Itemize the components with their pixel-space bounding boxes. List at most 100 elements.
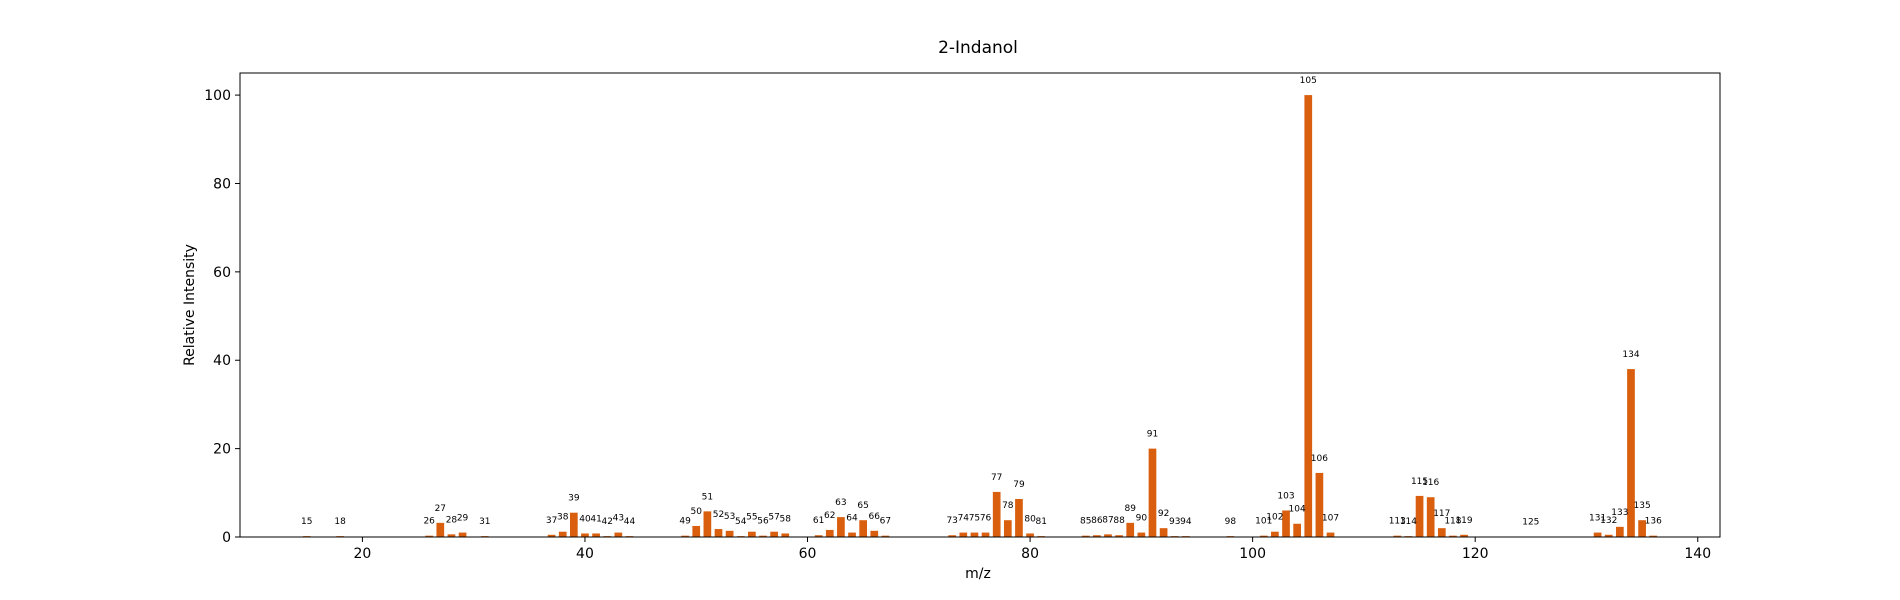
bar-mz-58 [781,533,790,537]
bar-mz-103 [1282,510,1290,537]
y-tick-label: 60 [213,265,231,281]
bar-label-mz-134: 134 [1622,350,1639,360]
x-tick-label: 60 [799,546,817,562]
bar-label-mz-102: 102 [1266,513,1283,523]
bar-label-mz-50: 50 [691,507,703,517]
bar-label-mz-103: 103 [1277,491,1294,501]
bar-mz-132 [1604,534,1613,537]
bar-label-mz-132: 132 [1600,516,1617,526]
bar-label-mz-15: 15 [301,517,312,527]
bar-label-mz-37: 37 [546,516,557,526]
x-tick-label: 120 [1462,546,1489,562]
bar-label-mz-43: 43 [613,514,624,524]
plot-frame [239,72,1721,538]
bar-mz-92 [1159,528,1168,537]
bar-label-mz-53: 53 [724,512,735,522]
bar-mz-53 [725,530,734,537]
bar-label-mz-90: 90 [1136,514,1148,524]
bar-mz-62 [825,529,834,537]
bar-mz-89 [1126,522,1135,537]
bar-label-mz-79: 79 [1013,480,1025,490]
bar-label-mz-116: 116 [1422,478,1439,488]
bar-mz-80 [1026,533,1034,537]
bar-mz-78 [1003,520,1012,537]
bar-mz-73 [948,535,957,537]
bar-label-mz-75: 75 [969,514,980,524]
bar-mz-29 [458,532,467,537]
bar-label-mz-63: 63 [835,498,846,508]
bar-label-mz-115: 115 [1411,477,1428,487]
bar-mz-65 [859,520,868,537]
bar-mz-115 [1415,495,1424,537]
bar-label-mz-91: 91 [1147,430,1158,440]
bar-mz-50 [692,525,701,537]
bar-label-mz-67: 67 [880,517,891,527]
bar-mz-75 [970,532,979,537]
bar-mz-136 [1649,535,1658,537]
bar-label-mz-54: 54 [735,517,747,527]
bar-mz-107 [1326,532,1335,537]
bar-mz-101 [1259,535,1268,537]
bar-mz-38 [558,531,567,537]
bar-mz-105 [1304,95,1313,537]
bar-mz-63 [837,517,845,537]
y-axis-title: Relative Intensity [182,244,198,366]
bar-label-mz-136: 136 [1645,517,1662,527]
bar-mz-90 [1137,532,1146,537]
bar-mz-39 [569,512,578,537]
bar-label-mz-117: 117 [1433,509,1450,519]
bar-label-mz-114: 114 [1400,517,1417,527]
bar-mz-64 [848,532,856,537]
bar-label-mz-85: 85 [1080,517,1091,527]
bar-label-mz-66: 66 [869,512,881,522]
y-tick-label: 40 [213,353,231,369]
bar-mz-91 [1148,448,1157,537]
bar-mz-88 [1115,535,1123,537]
bar-label-mz-88: 88 [1113,516,1125,526]
x-axis: 20 40 60 80 100 120 140 [353,537,1711,562]
bar-mz-106 [1315,472,1324,537]
bar-label-mz-87: 87 [1102,515,1113,525]
bar-label-mz-55: 55 [746,513,757,523]
bar-label-mz-105: 105 [1300,76,1317,86]
bar-label-mz-57: 57 [768,513,779,523]
bar-label-mz-31: 31 [479,517,490,527]
y-tick-label: 100 [204,88,231,104]
y-tick-label: 80 [213,176,231,192]
bar-mz-134 [1627,369,1635,537]
bar-label-mz-135: 135 [1634,501,1651,511]
y-tick-label: 0 [222,530,231,546]
bar-label-mz-40: 40 [579,514,591,524]
bar-label-mz-74: 74 [958,514,970,524]
bar-label-mz-76: 76 [980,514,992,524]
x-tick-label: 100 [1239,546,1266,562]
bar-mz-76 [981,532,990,537]
bar-mz-74 [959,532,968,537]
bar-mz-117 [1437,528,1446,537]
bar-label-mz-41: 41 [590,514,601,524]
bar-label-mz-80: 80 [1024,514,1036,524]
bar-mz-86 [1092,535,1101,537]
bar-label-mz-18: 18 [334,517,346,527]
bar-mz-135 [1638,520,1646,537]
bar-label-mz-92: 92 [1158,509,1169,519]
bar-mz-131 [1593,532,1602,537]
bar-mz-55 [748,531,756,537]
bar-mz-79 [1015,498,1023,537]
bar-label-mz-86: 86 [1091,516,1103,526]
x-tick-label: 20 [353,546,371,562]
bar-label-mz-78: 78 [1002,501,1014,511]
bar-series [302,95,1658,538]
bar-mz-104 [1293,523,1301,537]
bar-label-mz-58: 58 [780,514,792,524]
x-tick-label: 140 [1684,546,1711,562]
bar-mz-26 [425,535,434,537]
bar-label-mz-89: 89 [1124,504,1136,514]
x-axis-title: m/z [965,566,991,582]
bar-mz-41 [592,533,600,537]
bar-mz-51 [703,511,712,537]
x-tick-label: 40 [576,546,594,562]
bar-label-mz-118: 118 [1444,517,1461,527]
bar-label-mz-65: 65 [857,501,868,511]
